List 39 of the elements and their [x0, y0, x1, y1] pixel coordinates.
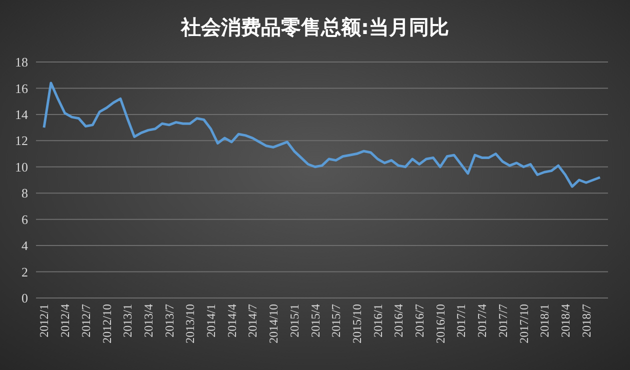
chart-title: 社会消费品零售总额:当月同比 [180, 15, 449, 39]
x-tick-label: 2014/4 [224, 304, 239, 338]
x-tick-label: 2017/10 [516, 304, 531, 344]
x-tick-label: 2015/7 [329, 304, 344, 338]
x-tick-label: 2016/10 [433, 304, 448, 344]
x-tick-label: 2014/1 [204, 304, 218, 338]
x-tick-label: 2013/10 [183, 304, 198, 344]
x-tick-label: 2012/10 [100, 304, 114, 344]
x-tick-label: 2018/4 [558, 304, 572, 338]
x-tick-label: 2018/7 [579, 304, 594, 338]
y-tick-label: 2 [22, 264, 28, 280]
x-tick-label: 2017/7 [496, 304, 510, 338]
x-tick-label: 2016/7 [412, 304, 426, 338]
x-tick-label: 2016/4 [392, 304, 406, 338]
x-tick-label: 2014/7 [246, 304, 260, 338]
x-tick-label: 2014/10 [266, 304, 281, 344]
y-tick-label: 12 [15, 133, 28, 148]
x-tick-label: 2015/1 [287, 304, 302, 338]
x-tick-label: 2012/7 [78, 304, 93, 338]
x-tick-label: 2012/1 [37, 304, 52, 338]
y-tick-label: 0 [22, 290, 28, 306]
x-tick-label: 2016/1 [370, 304, 385, 338]
y-tick-label: 8 [22, 186, 28, 201]
x-tick-label: 2015/4 [308, 304, 322, 338]
x-tick-label: 2013/1 [120, 304, 135, 338]
x-tick-label: 2013/4 [141, 304, 156, 338]
y-tick-label: 6 [22, 212, 28, 227]
x-tick-label: 2017/1 [454, 304, 468, 338]
y-tick-label: 18 [15, 54, 28, 70]
y-tick-label: 16 [15, 80, 28, 96]
y-tick-label: 4 [22, 238, 28, 254]
y-tick-label: 10 [15, 159, 28, 174]
y-tick-label: 14 [15, 106, 28, 122]
x-tick-label: 2018/1 [538, 304, 552, 338]
x-tick-label: 2017/4 [475, 304, 490, 338]
line-series [42, 82, 602, 188]
x-tick-label: 2012/4 [58, 304, 72, 338]
x-tick-label: 2015/10 [350, 304, 364, 344]
x-tick-label: 2013/7 [162, 304, 176, 338]
